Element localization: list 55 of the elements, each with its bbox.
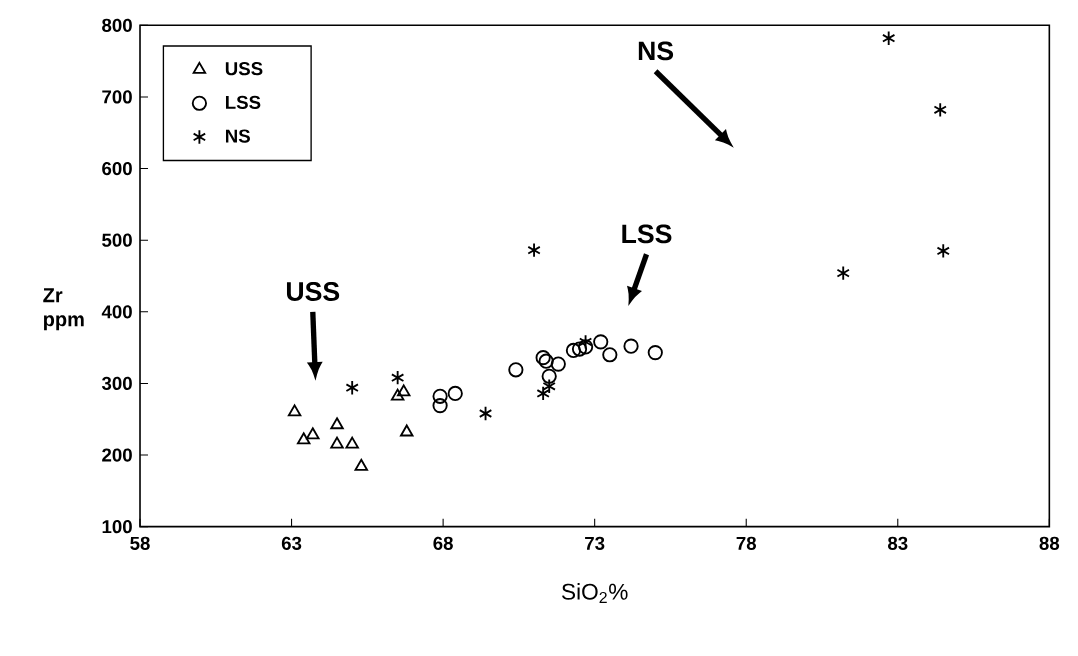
x-tick-label: 68: [433, 536, 453, 550]
point: [577, 339, 594, 355]
x-tick-label: 58: [130, 536, 150, 550]
point: [550, 356, 566, 372]
point: [881, 30, 896, 46]
point: [345, 436, 359, 449]
point: [354, 458, 368, 471]
point: [287, 404, 302, 417]
point: [390, 388, 405, 401]
point: [330, 436, 344, 449]
point: [390, 370, 405, 386]
point: [432, 388, 448, 404]
point: [933, 102, 947, 118]
point: [508, 362, 524, 378]
point: [593, 334, 609, 350]
y-tick-label: 400: [101, 305, 132, 319]
y-tick-label: 600: [102, 161, 132, 176]
point: [647, 345, 663, 361]
y-tick-label: 200: [102, 448, 132, 462]
point: [397, 384, 411, 397]
point: [478, 405, 493, 422]
point: [447, 385, 463, 402]
annotation: NS: [638, 41, 674, 61]
point: [541, 368, 557, 384]
point: [623, 338, 639, 354]
x-tick-label: 88: [1039, 536, 1060, 550]
point: [565, 342, 582, 359]
x-tick-label: 78: [736, 536, 757, 550]
point: [345, 380, 359, 396]
point: [296, 432, 311, 445]
point: [400, 424, 414, 437]
point: [527, 242, 541, 258]
legend-label: LSS: [225, 95, 261, 109]
point: [330, 417, 344, 430]
y-tick-label: 700: [102, 90, 132, 104]
legend-label: NS: [225, 129, 250, 143]
legend-label: USS: [225, 62, 263, 76]
y-tick-label: 500: [102, 233, 132, 247]
point: [602, 347, 618, 363]
x-tick-label: 63: [281, 536, 302, 550]
x-tick-label: 73: [585, 536, 605, 550]
point: [936, 243, 950, 259]
point: [306, 427, 320, 440]
point: [536, 385, 550, 402]
y-tick-label: 800: [102, 18, 132, 32]
annotation: USS: [286, 282, 340, 301]
point: [836, 265, 850, 281]
x-axis-title: SiO$_{2}$%: [561, 583, 628, 603]
point: [542, 378, 556, 394]
x-tick-label: 83: [887, 536, 908, 550]
point: [432, 398, 448, 414]
annotation: LSS: [622, 224, 672, 244]
y-tick-label: 300: [101, 376, 132, 391]
y-axis-title: Zr ppm: [43, 288, 84, 331]
y-tick-label: 100: [102, 520, 132, 534]
